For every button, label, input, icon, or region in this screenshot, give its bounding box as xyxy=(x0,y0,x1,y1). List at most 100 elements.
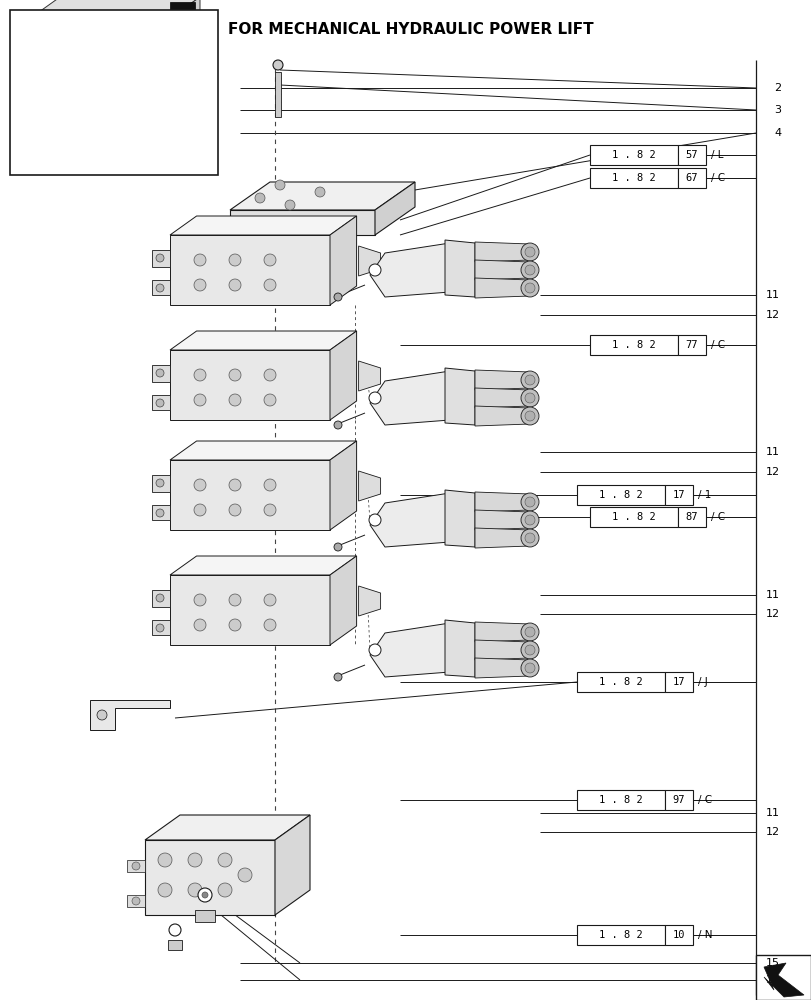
Polygon shape xyxy=(169,556,356,575)
Polygon shape xyxy=(444,240,474,297)
Circle shape xyxy=(264,594,276,606)
Bar xyxy=(577,672,664,692)
Circle shape xyxy=(521,641,539,659)
Circle shape xyxy=(198,888,212,902)
Circle shape xyxy=(156,624,164,632)
Polygon shape xyxy=(474,388,530,408)
Text: / N: / N xyxy=(697,930,711,940)
Circle shape xyxy=(132,862,139,870)
Bar xyxy=(127,860,145,872)
Circle shape xyxy=(333,543,341,551)
Polygon shape xyxy=(763,963,803,997)
Circle shape xyxy=(264,254,276,266)
Circle shape xyxy=(132,897,139,905)
Polygon shape xyxy=(165,0,200,122)
Text: 17: 17 xyxy=(672,677,684,687)
Text: 10: 10 xyxy=(672,930,684,940)
Polygon shape xyxy=(152,505,169,520)
Polygon shape xyxy=(474,278,530,298)
Polygon shape xyxy=(444,368,474,425)
Text: 12: 12 xyxy=(765,467,779,477)
Circle shape xyxy=(525,497,534,507)
Bar xyxy=(275,72,281,117)
Circle shape xyxy=(255,193,264,203)
Circle shape xyxy=(229,279,241,291)
Polygon shape xyxy=(370,623,449,677)
Circle shape xyxy=(521,659,539,677)
Text: / L: / L xyxy=(710,150,723,160)
Circle shape xyxy=(525,411,534,421)
Circle shape xyxy=(368,644,380,656)
Circle shape xyxy=(333,293,341,301)
Circle shape xyxy=(315,187,324,197)
Circle shape xyxy=(368,514,380,526)
Text: 87: 87 xyxy=(685,512,697,522)
Circle shape xyxy=(229,369,241,381)
Text: 1 . 8 2: 1 . 8 2 xyxy=(599,795,642,805)
Circle shape xyxy=(229,254,241,266)
Text: 2: 2 xyxy=(773,83,780,93)
Text: 1 . 8 2: 1 . 8 2 xyxy=(611,173,655,183)
Circle shape xyxy=(169,924,181,936)
Circle shape xyxy=(109,15,120,25)
Polygon shape xyxy=(230,210,375,235)
Circle shape xyxy=(272,60,283,70)
Circle shape xyxy=(156,594,164,602)
Polygon shape xyxy=(145,815,310,840)
Circle shape xyxy=(521,623,539,641)
Circle shape xyxy=(285,200,294,210)
Circle shape xyxy=(264,504,276,516)
Circle shape xyxy=(194,594,206,606)
Circle shape xyxy=(525,393,534,403)
Circle shape xyxy=(194,369,206,381)
Circle shape xyxy=(156,399,164,407)
Text: / C: / C xyxy=(710,340,724,350)
Circle shape xyxy=(194,479,206,491)
Polygon shape xyxy=(375,182,414,235)
Text: 13: 13 xyxy=(765,975,779,985)
Polygon shape xyxy=(370,493,449,547)
Circle shape xyxy=(103,58,117,72)
Polygon shape xyxy=(329,441,356,530)
Circle shape xyxy=(525,663,534,673)
Polygon shape xyxy=(169,441,356,460)
Bar xyxy=(590,507,677,527)
Polygon shape xyxy=(358,246,380,276)
Polygon shape xyxy=(152,395,169,410)
Circle shape xyxy=(264,619,276,631)
Bar xyxy=(677,507,705,527)
Polygon shape xyxy=(169,460,329,530)
Text: 4: 4 xyxy=(773,128,780,138)
Circle shape xyxy=(188,883,202,897)
Circle shape xyxy=(525,283,534,293)
Polygon shape xyxy=(474,260,530,280)
Text: 1 . 8 2: 1 . 8 2 xyxy=(611,512,655,522)
Circle shape xyxy=(217,853,232,867)
Polygon shape xyxy=(152,590,169,607)
Bar xyxy=(577,925,664,945)
Text: / J: / J xyxy=(697,677,707,687)
Text: FOR MECHANICAL HYDRAULIC POWER LIFT: FOR MECHANICAL HYDRAULIC POWER LIFT xyxy=(228,22,593,37)
Circle shape xyxy=(521,261,539,279)
Bar xyxy=(755,955,810,1000)
Polygon shape xyxy=(152,475,169,492)
Polygon shape xyxy=(329,216,356,305)
Text: 97: 97 xyxy=(672,795,684,805)
Polygon shape xyxy=(275,815,310,915)
Circle shape xyxy=(229,619,241,631)
Polygon shape xyxy=(474,492,530,512)
Circle shape xyxy=(128,83,142,97)
Circle shape xyxy=(156,479,164,487)
Circle shape xyxy=(194,394,206,406)
Circle shape xyxy=(202,892,208,898)
Circle shape xyxy=(525,533,534,543)
Polygon shape xyxy=(169,235,329,305)
Polygon shape xyxy=(15,85,25,115)
Polygon shape xyxy=(474,242,530,262)
Text: 77: 77 xyxy=(685,340,697,350)
Polygon shape xyxy=(329,556,356,645)
Circle shape xyxy=(194,279,206,291)
Text: 17: 17 xyxy=(672,490,684,500)
Circle shape xyxy=(525,515,534,525)
Polygon shape xyxy=(474,370,530,390)
